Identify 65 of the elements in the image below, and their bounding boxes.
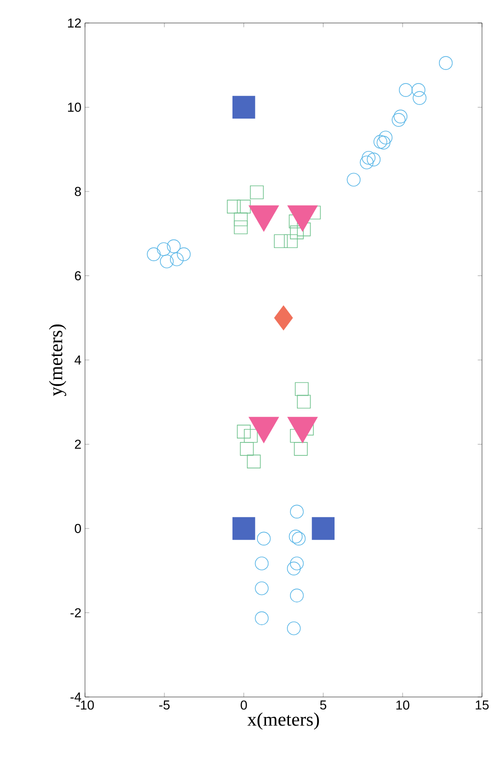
- point: [438, 56, 453, 70]
- point: [296, 394, 311, 409]
- point: [236, 200, 251, 214]
- point: [290, 504, 304, 518]
- point: [254, 556, 269, 570]
- y-tick-label: -4: [70, 692, 82, 702]
- point: [232, 517, 256, 540]
- x-tick-label: 15: [476, 700, 489, 710]
- point: [274, 306, 293, 330]
- point: [236, 424, 251, 438]
- x-tick-label: 10: [396, 700, 410, 710]
- point: [254, 581, 269, 596]
- point: [398, 83, 413, 97]
- point: [360, 156, 374, 170]
- point: [378, 130, 392, 144]
- point: [412, 83, 426, 97]
- point: [294, 442, 308, 456]
- y-tick-label: 12: [68, 18, 81, 28]
- point: [254, 611, 269, 626]
- point: [286, 562, 301, 576]
- y-tick-label: 8: [74, 186, 81, 196]
- point: [160, 254, 174, 268]
- point: [412, 91, 426, 105]
- point: [294, 382, 309, 396]
- y-tick-label: 6: [74, 271, 81, 280]
- point: [166, 239, 181, 254]
- x-tick-label: 5: [320, 700, 326, 710]
- y-tick-label: 0: [74, 524, 81, 534]
- point: [284, 234, 298, 248]
- point: [156, 242, 171, 256]
- point: [312, 517, 335, 540]
- y-tick-label: 10: [68, 102, 81, 112]
- point: [292, 532, 306, 546]
- x-axis-title: x(meters): [247, 712, 319, 730]
- point: [394, 110, 408, 124]
- point: [250, 185, 264, 200]
- point: [246, 454, 261, 468]
- point: [244, 428, 258, 443]
- point: [362, 150, 376, 165]
- y-tick-label: 2: [74, 440, 81, 449]
- y-axis-title: y(meters): [49, 324, 66, 396]
- y-tick-label: 4: [74, 356, 82, 364]
- point: [374, 134, 388, 149]
- point: [232, 96, 256, 119]
- point: [376, 136, 390, 150]
- point: [392, 113, 406, 127]
- point: [366, 152, 381, 166]
- y-tick-label: -2: [70, 608, 81, 618]
- point: [226, 200, 241, 214]
- point: [240, 442, 254, 456]
- point: [288, 530, 303, 544]
- point: [234, 220, 248, 234]
- point: [290, 588, 304, 602]
- point: [176, 247, 191, 262]
- point: [146, 247, 161, 262]
- point: [274, 234, 288, 248]
- x-tick-label: 0: [240, 700, 247, 710]
- x-tick-label: -5: [159, 700, 170, 710]
- point: [286, 621, 301, 636]
- point: [346, 172, 361, 187]
- point: [170, 252, 184, 266]
- point: [290, 556, 304, 570]
- point: [256, 532, 271, 546]
- point: [234, 212, 248, 226]
- x-tick-label: -10: [76, 700, 94, 710]
